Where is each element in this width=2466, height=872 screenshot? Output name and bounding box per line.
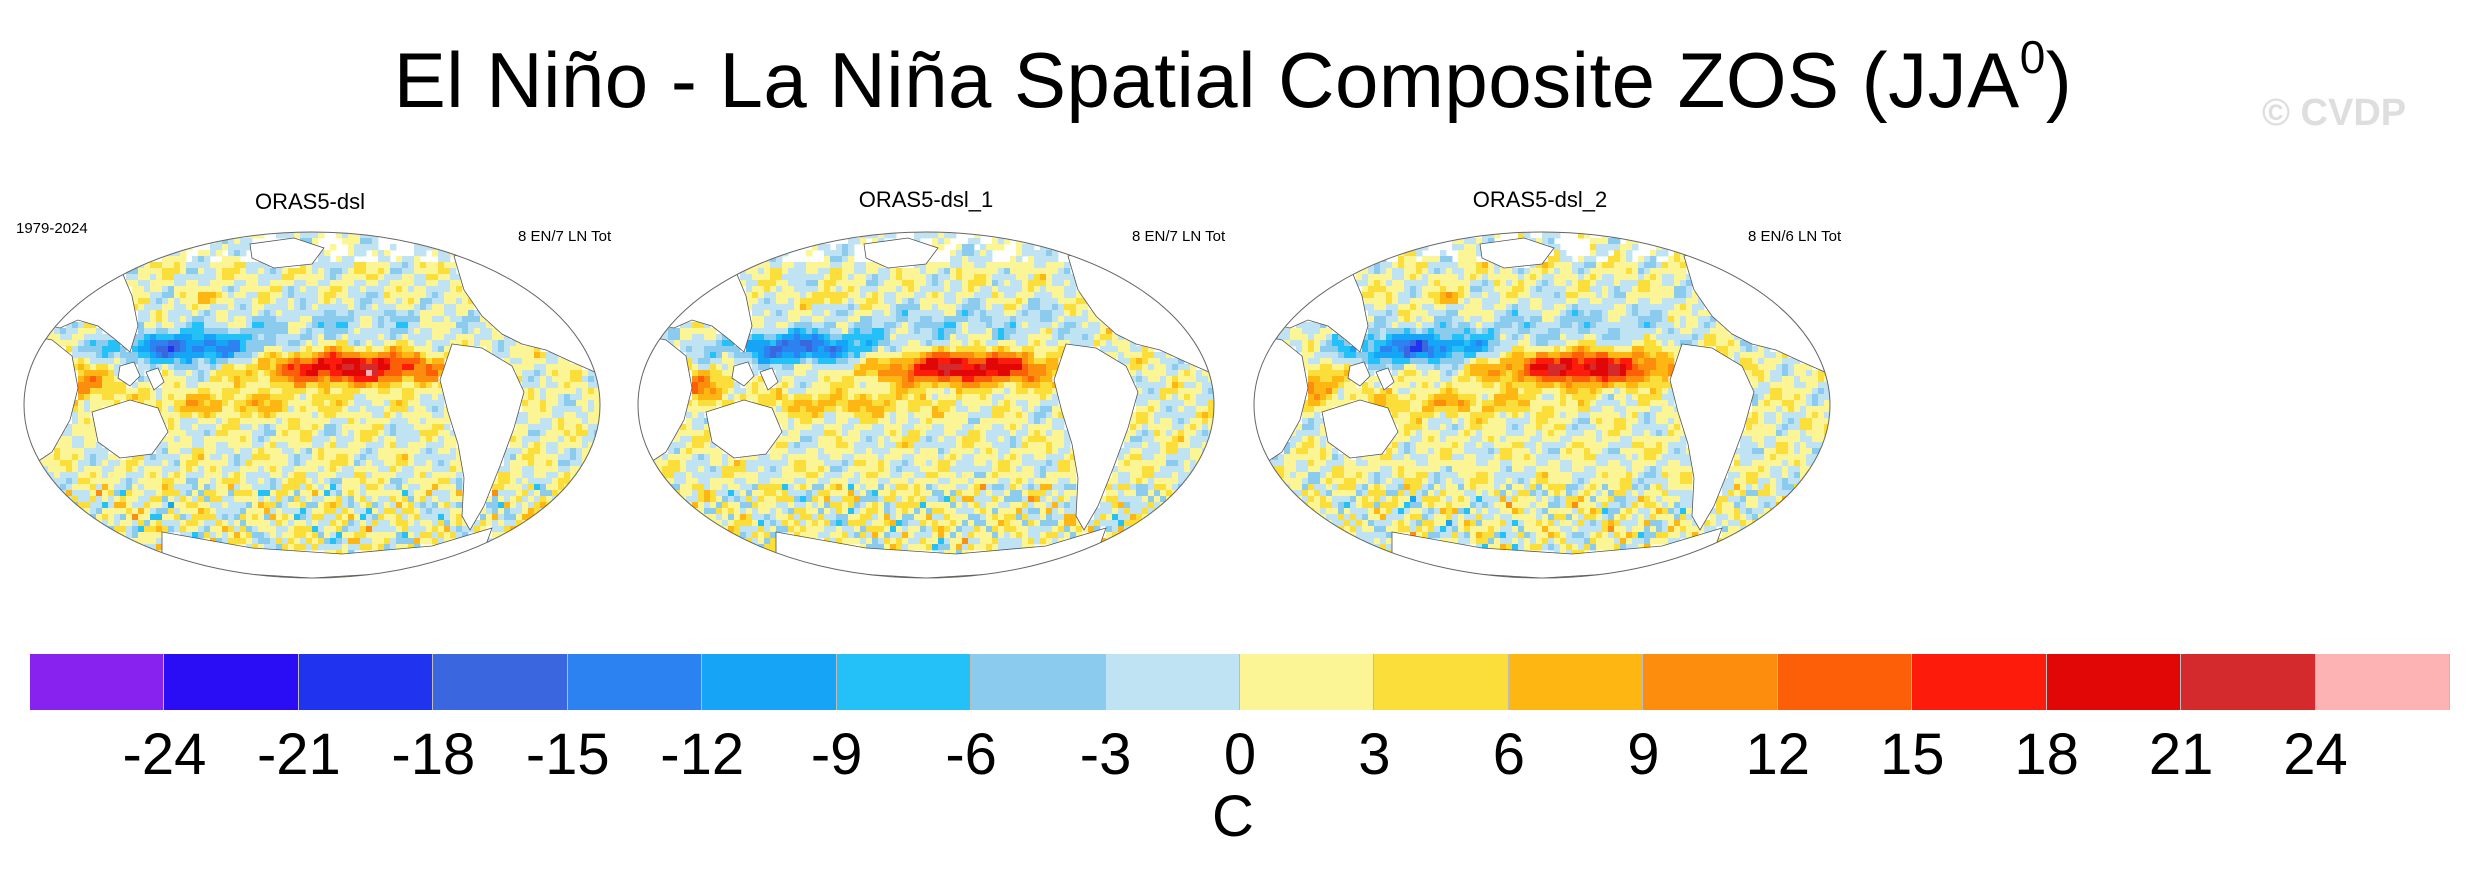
colorbar-swatch <box>30 654 165 710</box>
colorbar-swatch <box>836 654 972 710</box>
colorbar <box>30 654 2450 710</box>
colorbar-tick-label: 12 <box>1745 722 1811 787</box>
colorbar-tick-label: -18 <box>391 722 476 787</box>
colorbar-tick-label: -3 <box>1079 722 1132 787</box>
colorbar-swatch <box>1643 654 1778 710</box>
continent-outline <box>249 237 325 269</box>
colorbar-units: C <box>1212 784 1254 849</box>
map-panel-2 <box>637 231 1215 579</box>
continent-outline <box>705 399 783 459</box>
colorbar-tick-label: -9 <box>810 722 863 787</box>
colorbar-swatch <box>567 654 703 710</box>
colorbar-tick-label: 6 <box>1492 722 1525 787</box>
colorbar-swatch <box>433 654 568 710</box>
colorbar-swatch <box>1374 654 1509 710</box>
map-panel-1 <box>23 231 601 579</box>
map-border <box>637 231 1215 579</box>
colorbar-swatch <box>1912 654 2047 710</box>
continent-outline <box>117 361 141 387</box>
anomaly-field <box>24 232 600 578</box>
continent-outline <box>1669 343 1755 531</box>
colorbar-tick-label: 24 <box>2283 722 2348 787</box>
colorbar-tick-label: -6 <box>945 722 997 787</box>
panel-title-1: ORAS5-dsl <box>254 189 366 214</box>
colorbar-tick-label: 9 <box>1627 722 1660 787</box>
continent-outline <box>731 361 755 387</box>
continent-outline <box>1053 343 1139 531</box>
title-main: El Niño - La Niña Spatial Composite ZOS … <box>393 36 2020 124</box>
colorbar-tick-label: -21 <box>256 722 341 787</box>
continent-outline <box>759 367 779 391</box>
continent-outline <box>439 343 525 531</box>
panel-count-2: 8 EN/7 LN Tot <box>1132 228 1226 245</box>
continent-outline <box>863 237 939 269</box>
figure-title: El Niño - La Niña Spatial Composite ZOS … <box>0 30 2466 130</box>
colorbar-tick-label: 3 <box>1358 722 1391 787</box>
panel-title-3: ORAS5-dsl_2 <box>1472 187 1608 212</box>
anomaly-field <box>638 232 1214 578</box>
colorbar-swatch <box>2181 654 2316 710</box>
continent-outline <box>1375 367 1395 391</box>
panel-count-1: 8 EN/7 LN Tot <box>518 228 612 245</box>
colorbar-tick-label: -24 <box>122 722 207 787</box>
colorbar-swatch <box>1105 654 1240 710</box>
colorbar-swatch <box>971 654 1106 710</box>
colorbar-swatch <box>702 654 837 710</box>
colorbar-swatch <box>1508 654 1644 710</box>
colorbar-swatch <box>1777 654 1913 710</box>
title-superscript: 0 <box>2019 31 2046 83</box>
panel-title-2: ORAS5-dsl_1 <box>858 187 994 212</box>
panel-count-3: 8 EN/6 LN Tot <box>1748 228 1842 245</box>
continent-outline <box>1321 399 1399 459</box>
continent-outline <box>1479 237 1555 269</box>
colorbar-tick-label: 21 <box>2148 722 2214 787</box>
colorbar-swatch <box>2315 654 2450 710</box>
colorbar-tick-label: -15 <box>525 722 610 787</box>
period-label: 1979-2024 <box>16 220 88 237</box>
map-border <box>1253 231 1831 579</box>
colorbar-swatch <box>1240 654 1375 710</box>
map-border <box>23 231 601 579</box>
colorbar-tick-label: 0 <box>1223 722 1257 787</box>
cvdp-watermark: © CVDP <box>2262 92 2407 134</box>
colorbar-tick-label: -12 <box>660 722 745 787</box>
continent-outline <box>145 367 165 391</box>
anomaly-field <box>1254 232 1830 578</box>
map-panel-3 <box>1253 231 1831 579</box>
colorbar-swatch <box>298 654 434 710</box>
colorbar-swatch <box>2046 654 2182 710</box>
title-end: ) <box>2045 36 2073 124</box>
continent-outline <box>91 399 169 459</box>
colorbar-swatch <box>164 654 299 710</box>
colorbar-tick-label: 18 <box>2014 722 2079 787</box>
colorbar-tick-label: 15 <box>1879 722 1945 787</box>
continent-outline <box>1347 361 1371 387</box>
